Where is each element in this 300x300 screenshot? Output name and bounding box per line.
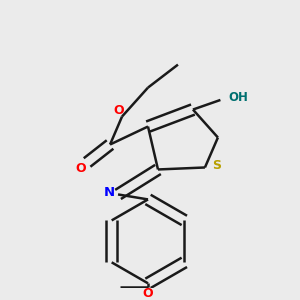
Text: S: S <box>212 160 221 172</box>
Text: O: O <box>114 104 124 117</box>
Text: N: N <box>103 186 115 200</box>
Text: O: O <box>143 287 153 300</box>
Text: O: O <box>76 162 86 175</box>
Text: OH: OH <box>228 91 248 104</box>
